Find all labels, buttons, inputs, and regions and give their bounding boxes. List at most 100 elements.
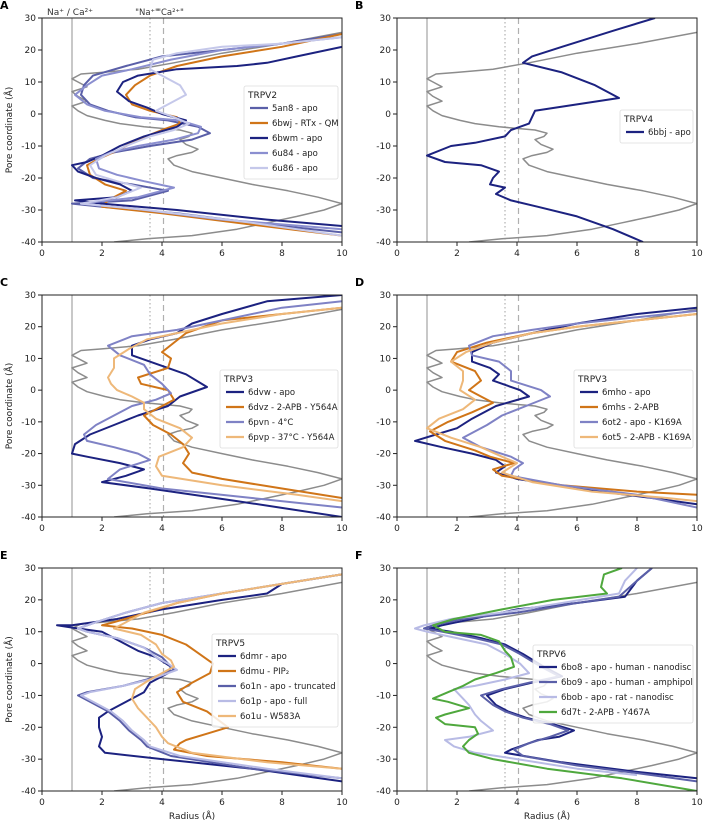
legend-entry: 6dvw - apo: [248, 388, 295, 398]
y-tick-label: -30: [376, 206, 391, 216]
legend: TRPV3 6mho - apo 6mhs - 2-APB 6ot2 - apo - …: [573, 369, 694, 449]
panel-a: 0 2 4 6 8 10 30 20 10 0 -10 -20 -30 -40 A Pore coordina…: [0, 0, 348, 259]
y-tick-label: 0: [30, 660, 36, 670]
legend-entry: 6bo8 - apo - human - nanodisc: [561, 663, 692, 673]
panel-f: 0 2 4 6 8 10 30 20 10 0 -10 -20 -30 -40 F Radius (Å) TRP…: [355, 549, 703, 822]
x-tick-label: 2: [454, 249, 460, 259]
legend: TRPV3 6dvw - apo 6dvz - 2-APB - Y564A 6pvn …: [219, 369, 339, 449]
y-axis-label: Pore coordinate (Å): [3, 363, 15, 450]
x-tick-label: 4: [159, 524, 165, 534]
y-tick-label: -20: [376, 723, 391, 733]
legend-entry: 6o1u - W583A: [240, 712, 301, 722]
y-tick-label: -40: [376, 238, 391, 248]
y-tick-label: -30: [21, 755, 36, 765]
y-tick-label: -10: [21, 691, 36, 701]
series-line-4: [80, 36, 342, 237]
series-line-2: [83, 300, 342, 509]
y-tick-label: 10: [380, 78, 392, 88]
y-tick-label: -40: [376, 787, 391, 797]
y-tick-label: 30: [25, 14, 37, 24]
x-tick-label: 6: [219, 249, 225, 259]
y-tick-label: -30: [21, 206, 36, 216]
series-line-3: [426, 313, 697, 503]
gray-reference-trace-lower: [468, 752, 697, 791]
gray-reference-trace-upper: [71, 308, 342, 480]
x-tick-label: 10: [691, 249, 703, 259]
panel-c: 0 2 4 6 8 10 30 20 10 0 -10 -20 -30 -40 C Pore coordina…: [0, 276, 348, 534]
legend-entry: 6mhs - 2-APB: [602, 403, 659, 413]
y-tick-label: -20: [376, 174, 391, 184]
series-line-3: [74, 36, 342, 231]
y-axis-label: Pore coordinate (Å): [3, 636, 15, 723]
gray-reference-trace-lower: [468, 202, 697, 242]
x-axis-label: Radius (Å): [169, 810, 215, 822]
x-tick-label: 8: [634, 524, 640, 534]
x-tick-label: 6: [574, 524, 580, 534]
x-axis-label: Radius (Å): [524, 810, 570, 822]
y-tick-label: 20: [380, 323, 392, 333]
y-tick-label: 10: [380, 354, 392, 364]
y-tick-label: 30: [25, 291, 37, 301]
y-tick-label: 20: [380, 596, 392, 606]
x-tick-label: 6: [574, 798, 580, 808]
y-tick-label: -10: [376, 142, 391, 152]
y-tick-label: -20: [21, 450, 36, 460]
annotation-na-hydrated: "Na⁺": [135, 8, 159, 18]
panel-letter: A: [0, 0, 9, 12]
legend-entry: 6bwm - apo: [272, 134, 322, 144]
plot-area: [71, 295, 342, 517]
panel-d: 0 2 4 6 8 10 30 20 10 0 -10 -20 -30 -40 D TRPV3 6mho - a…: [355, 276, 703, 534]
legend-entry: 6dmu - PIP₂: [240, 667, 289, 677]
legend-entry: 6dmr - apo: [240, 652, 287, 662]
panel-e: 0 2 4 6 8 10 30 20 10 0 -10 -20 -30 -40 E Pore coordina…: [0, 549, 348, 822]
legend: TRPV6 6bo8 - apo - human - nanodisc 6bo9 -…: [532, 644, 694, 724]
legend-entry: 6d7t - 2-APB - Y467A: [561, 708, 650, 718]
series-line-1: [423, 568, 697, 783]
y-tick-label: -10: [21, 418, 36, 428]
y-tick-label: 10: [25, 354, 37, 364]
panel-b: 0 2 4 6 8 10 30 20 10 0 -10 -20 -30 -40 B TRPV4 6bbj - a…: [355, 0, 703, 259]
gray-reference-trace-lower: [113, 752, 342, 791]
y-tick-label: 10: [380, 628, 392, 638]
x-tick-label: 4: [514, 524, 520, 534]
legend-entry: 6bob - apo - rat - nanodisc: [561, 693, 674, 703]
y-axis-label: Pore coordinate (Å): [3, 87, 15, 174]
x-tick-label: 8: [279, 798, 285, 808]
legend-entry: 6bo9 - apo - human - amphipol: [561, 678, 693, 688]
legend-entry: 6u86 - apo: [272, 164, 318, 174]
x-tick-label: 2: [99, 524, 105, 534]
x-tick-label: 8: [634, 249, 640, 259]
legend-title: TRPV5: [215, 639, 245, 649]
series-line-3: [107, 306, 342, 503]
legend-entry: 6o1n - apo - truncated: [240, 682, 336, 692]
axes-frame: [41, 567, 343, 792]
x-tick-label: 8: [279, 249, 285, 259]
y-tick-label: 0: [30, 386, 36, 396]
gray-reference-trace-lower: [113, 202, 342, 242]
series-line-1: [429, 313, 697, 496]
y-tick-label: 20: [25, 46, 37, 56]
legend-entry: 6bwj - RTx - QM: [272, 119, 339, 129]
y-tick-label: -10: [21, 142, 36, 152]
legend: TRPV5 6dmr - apo 6dmu - PIP₂ 6o1n - apo - t…: [211, 633, 339, 728]
x-tick-label: 8: [279, 524, 285, 534]
x-tick-label: 2: [99, 249, 105, 259]
legend-title: TRPV6: [536, 650, 566, 660]
x-tick-label: 0: [39, 798, 45, 808]
panel-letter: E: [0, 549, 8, 562]
axes-frame: [41, 17, 343, 243]
y-tick-label: -20: [376, 450, 391, 460]
x-tick-label: 10: [691, 798, 703, 808]
y-tick-label: -10: [376, 691, 391, 701]
legend-box: [211, 633, 339, 728]
gray-reference-trace-upper: [426, 31, 697, 205]
x-tick-label: 4: [514, 798, 520, 808]
x-tick-label: 10: [336, 524, 348, 534]
legend-entry: 6dvz - 2-APB - Y564A: [248, 403, 338, 413]
y-tick-label: 20: [380, 46, 392, 56]
x-tick-label: 0: [394, 798, 400, 808]
gray-reference-trace-lower: [113, 478, 342, 517]
y-tick-label: 0: [30, 110, 36, 120]
y-tick-label: -20: [21, 723, 36, 733]
